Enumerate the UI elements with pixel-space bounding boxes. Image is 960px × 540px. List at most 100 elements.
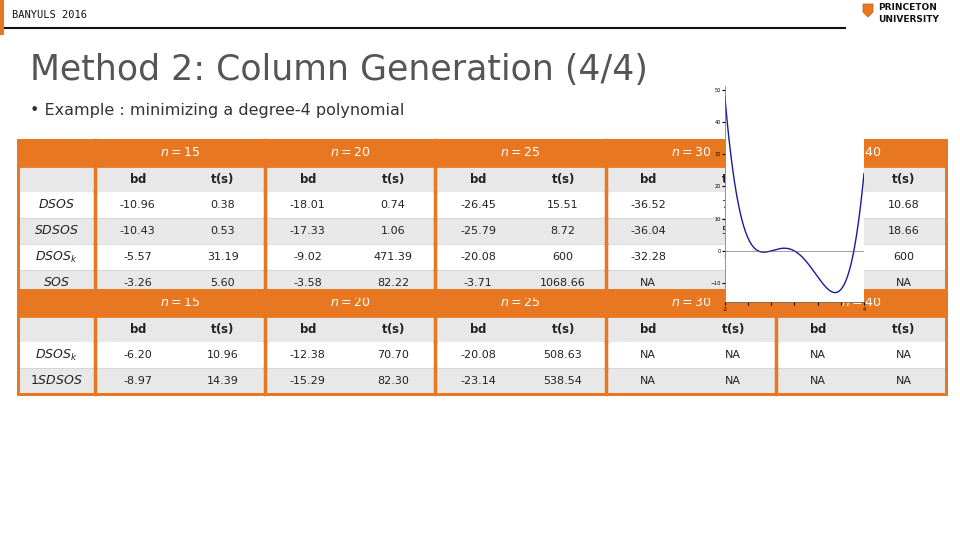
Bar (776, 244, 861, 270)
Text: NA: NA (810, 376, 827, 386)
Bar (436, 192, 520, 218)
Bar (350, 316, 436, 342)
Bar (861, 244, 946, 270)
Bar (606, 290, 776, 316)
Text: $\mathbf{bd}$: $\mathbf{bd}$ (469, 172, 487, 186)
Text: 600: 600 (723, 252, 744, 262)
Bar (350, 166, 436, 192)
Text: $\mathbf{bd}$: $\mathbf{bd}$ (639, 322, 657, 336)
Text: 10.96: 10.96 (206, 350, 238, 360)
Bar (606, 342, 690, 368)
Bar (690, 270, 776, 296)
Text: $\mathit{SDSOS}$: $\mathit{SDSOS}$ (34, 225, 79, 238)
Text: -32.28: -32.28 (630, 252, 666, 262)
Text: Method 2: Column Generation (4/4): Method 2: Column Generation (4/4) (30, 53, 648, 87)
Text: $n = 15$: $n = 15$ (160, 146, 201, 159)
Text: 0.53: 0.53 (210, 226, 235, 236)
Text: 8.72: 8.72 (551, 226, 576, 236)
Text: NA: NA (725, 376, 741, 386)
Bar (690, 192, 776, 218)
Text: 0.38: 0.38 (210, 200, 235, 210)
Text: 5.60: 5.60 (210, 278, 235, 288)
Bar (860, 0, 960, 36)
Text: -23.14: -23.14 (460, 376, 496, 386)
Bar (18, 140, 95, 166)
Text: 15.51: 15.51 (547, 200, 579, 210)
Text: -9.02: -9.02 (294, 252, 323, 262)
Text: $\mathbf{t(s)}$: $\mathbf{t(s)}$ (721, 321, 745, 336)
Bar (0, 0, 4, 35)
Text: $\mathit{1SDSOS}$: $\mathit{1SDSOS}$ (30, 375, 83, 388)
Text: 471.39: 471.39 (373, 252, 413, 262)
Bar (18, 316, 95, 342)
Text: $n = 20$: $n = 20$ (330, 146, 371, 159)
Bar (606, 368, 690, 394)
Bar (690, 368, 776, 394)
Bar (861, 166, 946, 192)
Text: NA: NA (896, 376, 911, 386)
Text: $\mathbf{bd}$: $\mathbf{bd}$ (809, 322, 828, 336)
Bar (690, 316, 776, 342)
Bar (265, 218, 350, 244)
Bar (690, 342, 776, 368)
Bar (350, 192, 436, 218)
Text: NA: NA (640, 278, 656, 288)
Bar (18, 244, 95, 270)
Bar (861, 368, 946, 394)
Text: 82.30: 82.30 (377, 376, 409, 386)
Text: -10.96: -10.96 (120, 200, 156, 210)
Text: 1068.66: 1068.66 (540, 278, 586, 288)
Text: -35.14: -35.14 (801, 252, 836, 262)
Text: 82.22: 82.22 (377, 278, 409, 288)
Text: -5.57: -5.57 (123, 252, 152, 262)
Text: $n = 30$: $n = 30$ (670, 146, 710, 159)
Bar (861, 192, 946, 218)
Bar (776, 192, 861, 218)
Text: $\mathbf{t(s)}$: $\mathbf{t(s)}$ (210, 321, 235, 336)
Bar (520, 244, 606, 270)
Bar (18, 192, 95, 218)
Text: NA: NA (810, 350, 827, 360)
Bar (520, 270, 606, 296)
Bar (18, 368, 95, 394)
Bar (776, 270, 861, 296)
Text: $\mathbf{t(s)}$: $\mathbf{t(s)}$ (891, 321, 916, 336)
Text: BANYULS 2016: BANYULS 2016 (12, 10, 87, 20)
Text: -61.25: -61.25 (801, 226, 836, 236)
Text: $n = 40$: $n = 40$ (841, 296, 881, 309)
Bar (18, 218, 95, 244)
Bar (18, 140, 946, 296)
Bar (180, 270, 265, 296)
Text: 31.19: 31.19 (206, 252, 238, 262)
Text: $\mathit{DSOS}_{k}$: $\mathit{DSOS}_{k}$ (36, 249, 78, 265)
Bar (95, 290, 265, 316)
Text: -6.20: -6.20 (123, 350, 152, 360)
Text: -25.79: -25.79 (460, 226, 496, 236)
Text: -20.08: -20.08 (460, 350, 496, 360)
Text: $\mathbf{t(s)}$: $\mathbf{t(s)}$ (551, 172, 575, 186)
Text: -10.43: -10.43 (120, 226, 156, 236)
Bar (436, 270, 520, 296)
Bar (95, 218, 180, 244)
Bar (861, 270, 946, 296)
Bar (606, 270, 690, 296)
Text: NA: NA (725, 278, 741, 288)
Text: $n = 30$: $n = 30$ (670, 296, 710, 309)
Bar (776, 166, 861, 192)
Text: $\mathit{SOS}$: $\mathit{SOS}$ (43, 276, 70, 289)
Bar (690, 218, 776, 244)
Bar (436, 244, 520, 270)
Bar (95, 140, 265, 166)
Bar (95, 270, 180, 296)
Bar (776, 290, 946, 316)
Text: 70.70: 70.70 (377, 350, 409, 360)
Bar (95, 316, 180, 342)
Text: 538.54: 538.54 (543, 376, 583, 386)
Text: -3.26: -3.26 (123, 278, 152, 288)
Bar (18, 290, 95, 316)
Text: $\mathbf{t(s)}$: $\mathbf{t(s)}$ (210, 172, 235, 186)
Text: NA: NA (896, 278, 911, 288)
Text: $\mathbf{bd}$: $\mathbf{bd}$ (639, 172, 657, 186)
Bar (180, 316, 265, 342)
Bar (18, 270, 95, 296)
